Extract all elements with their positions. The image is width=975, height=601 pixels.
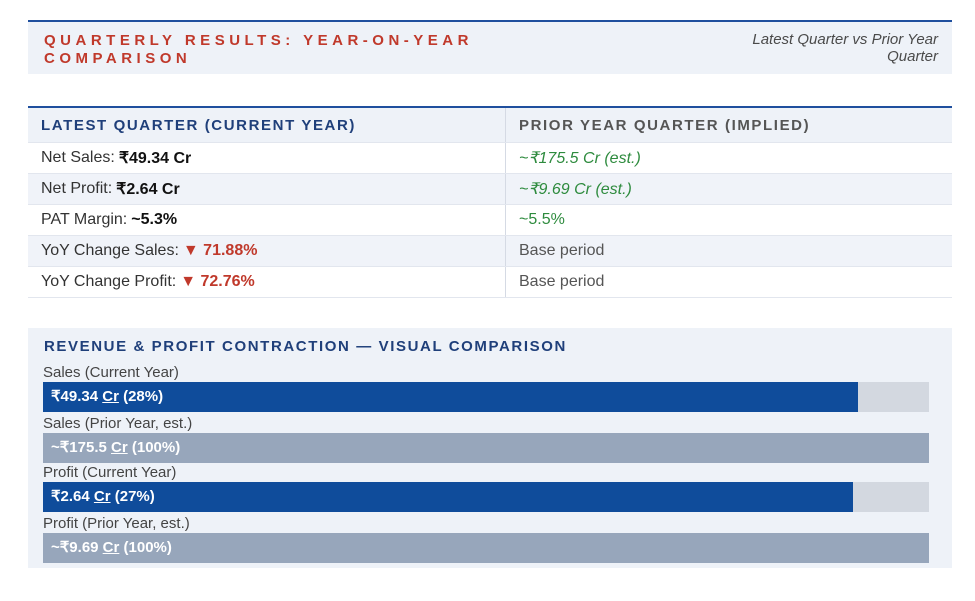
row-value: ₹49.34 Cr [118, 150, 192, 167]
col-header-prior: PRIOR YEAR QUARTER (IMPLIED) [519, 116, 811, 134]
bar-value-label: ₹49.34 Cr (28%) [51, 382, 163, 412]
row-prior-value: Base period [519, 273, 605, 290]
bar-label: Sales (Current Year) [43, 364, 179, 381]
table-row: Net Sales: ₹49.34 Cr ~₹175.5 Cr (est.) [28, 143, 952, 174]
bar-amount: ₹49.34 [51, 388, 103, 405]
bar-track: ~₹175.5 Cr (100%) [43, 433, 929, 463]
bar-fill: ₹49.34 Cr (28%) [43, 382, 859, 412]
row-value: ▼ 71.88% [182, 242, 258, 259]
bar-percent: (100%) [127, 439, 181, 456]
bar-percent: (100%) [119, 539, 172, 556]
bar-value-label: ~₹9.69 Cr (100%) [51, 533, 172, 563]
row-label: YoY Change Sales: [41, 242, 179, 259]
comparison-table: LATEST QUARTER (CURRENT YEAR) PRIOR YEAR… [28, 106, 952, 298]
row-prior-value: Base period [519, 242, 605, 259]
row-label: Net Profit: [41, 180, 113, 197]
bar-unit: Cr [102, 539, 120, 556]
bar-percent: (27%) [110, 488, 155, 505]
bar-label: Profit (Current Year) [43, 464, 177, 481]
bar-label: Sales (Prior Year, est.) [43, 415, 193, 432]
row-prior-value: ~5.5% [519, 211, 565, 228]
row-prior-value: ~₹175.5 Cr (est.) [519, 150, 641, 167]
contraction-chart: REVENUE & PROFIT CONTRACTION — VISUAL CO… [28, 328, 952, 568]
bar-label: Profit (Prior Year, est.) [43, 515, 190, 532]
bar-unit: Cr [93, 488, 111, 505]
bar-percent: (28%) [118, 388, 164, 405]
page-subtitle: Latest Quarter vs Prior Year Quarter [752, 31, 938, 65]
bar-unit: Cr [102, 388, 119, 405]
table-header-row: LATEST QUARTER (CURRENT YEAR) PRIOR YEAR… [28, 108, 952, 143]
row-value: ₹2.64 Cr [116, 181, 180, 198]
bar-track: ₹2.64 Cr (27%) [43, 482, 929, 512]
bar-value-label: ~₹175.5 Cr (100%) [51, 433, 180, 463]
row-label: Net Sales: [41, 149, 115, 166]
bar-amount: ₹2.64 [51, 488, 94, 505]
bar-amount: ~₹9.69 [51, 539, 103, 556]
row-label: PAT Margin: [41, 211, 128, 228]
bar-fill: ~₹9.69 Cr (100%) [43, 533, 929, 563]
bar-fill: ~₹175.5 Cr (100%) [43, 433, 929, 463]
col-header-latest: LATEST QUARTER (CURRENT YEAR) [28, 108, 506, 142]
row-value: ~5.3% [131, 211, 178, 228]
bar-track: ~₹9.69 Cr (100%) [43, 533, 929, 563]
table-row: YoY Change Sales: ▼ 71.88% Base period [28, 236, 952, 267]
row-value: ▼ 72.76% [180, 273, 255, 290]
bar-unit: Cr [111, 439, 128, 456]
bar-value-label: ₹2.64 Cr (27%) [51, 482, 155, 512]
bar-track: ₹49.34 Cr (28%) [43, 382, 929, 412]
table-row: YoY Change Profit: ▼ 72.76% Base period [28, 267, 952, 298]
table-row: Net Profit: ₹2.64 Cr ~₹9.69 Cr (est.) [28, 174, 952, 205]
results-header: QUARTERLY RESULTS: YEAR-ON-YEAR COMPARIS… [28, 20, 952, 74]
row-prior-value: ~₹9.69 Cr (est.) [519, 181, 632, 198]
page-title: QUARTERLY RESULTS: YEAR-ON-YEAR COMPARIS… [44, 32, 473, 67]
row-label: YoY Change Profit: [41, 273, 177, 290]
table-row: PAT Margin: ~5.3% ~5.5% [28, 205, 952, 236]
bar-amount: ~₹175.5 [51, 439, 112, 456]
chart-title: REVENUE & PROFIT CONTRACTION — VISUAL CO… [44, 338, 567, 355]
bar-fill: ₹2.64 Cr (27%) [43, 482, 853, 512]
